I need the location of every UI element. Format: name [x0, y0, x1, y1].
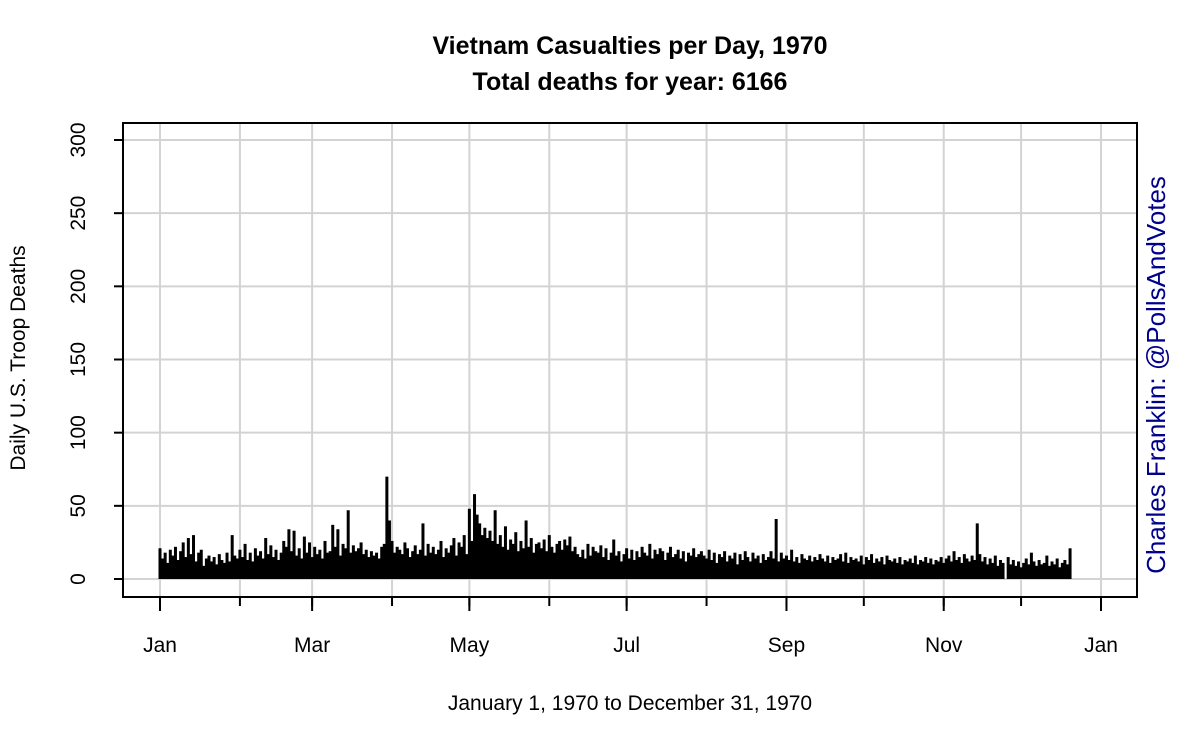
bar-series: [158, 476, 1072, 579]
x-tick-label: Mar: [294, 634, 330, 657]
y-axis-label: Daily U.S. Troop Deaths: [7, 245, 30, 470]
grid-lines: [123, 123, 1137, 597]
y-tick-label: 100: [67, 415, 90, 450]
author-credit: Charles Franklin: @PollsAndVotes: [1141, 176, 1171, 574]
y-tick-label: 250: [67, 196, 90, 231]
x-tick-label: Jan: [143, 634, 177, 657]
chart-subtitle: Total deaths for year: 6166: [473, 68, 788, 96]
x-tick-label: Jan: [1084, 634, 1118, 657]
y-tick-label: 300: [67, 122, 90, 157]
y-tick-label: 0: [67, 573, 90, 585]
x-tick-label: Nov: [925, 634, 963, 657]
x-tick-label: May: [450, 634, 490, 657]
x-axis: Jan Mar May Jul Sep Nov Jan: [143, 597, 1118, 657]
chart-title: Vietnam Casualties per Day, 1970: [432, 32, 827, 60]
y-axis: 0 50 100 150 200 250 300: [67, 122, 123, 585]
y-tick-label: 50: [67, 494, 90, 517]
y-tick-label: 150: [67, 342, 90, 377]
y-tick-label: 200: [67, 269, 90, 304]
x-tick-label: Jul: [613, 634, 640, 657]
x-axis-label: January 1, 1970 to December 31, 1970: [448, 692, 812, 715]
x-tick-label: Sep: [768, 634, 805, 657]
